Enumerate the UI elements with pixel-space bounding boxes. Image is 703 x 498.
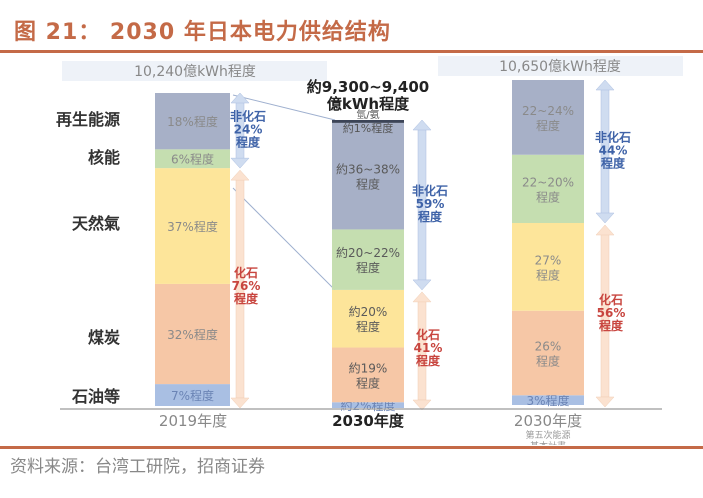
non-fossil-arrow-head [412,279,432,291]
segment-label: 約1%程度 [343,121,393,135]
fossil-annotation: 76% [232,279,261,293]
segment-label: 22~20% [522,175,574,189]
fossil-annotation: 化石 [599,292,623,307]
segment-label: 約20~22% [336,245,400,260]
segment-label: 程度 [356,319,380,334]
non-fossil-annotation: 非化石 [595,130,631,145]
x-tick-sublabel: 第五次能源 [525,429,570,441]
fossil-annotation: 化石 [416,327,440,342]
segment-label: 32%程度 [167,327,218,342]
non-fossil-arrow-head [230,157,250,169]
segment-label: 程度 [356,375,380,390]
fossil-arrow-head [412,291,432,303]
segment-label: 約20% [349,304,388,319]
segment-label: 約36~38% [336,162,400,177]
segment-label: 氫/氨 [356,108,379,121]
non-fossil-annotation: 59% [416,197,445,211]
non-fossil-arrow-head [595,212,615,224]
bar-segment-nuclear [155,149,230,169]
non-fossil-arrow-head [595,79,615,91]
segment-label: 27% [535,253,562,267]
x-tick-sublabel: 基本計畫 [530,440,566,445]
bar-segment-gas [155,168,230,284]
segment-label: 程度 [536,118,560,133]
x-tick-label: 2030年度 [332,412,405,430]
legend-row-label: 核能 [88,148,120,167]
total-label: 10,240億kWh程度 [134,64,256,80]
total-box [438,56,683,76]
fossil-arrow-head [595,224,615,236]
segment-label: 18%程度 [167,114,218,129]
title-divider [0,50,703,53]
source-divider [0,446,703,449]
segment-label: 22~24% [522,104,574,118]
figure-title: 图 21： 2030 年日本电力供给结构 [14,20,391,45]
fossil-annotation: 41% [414,341,443,355]
segment-label: 37%程度 [167,219,218,234]
segment-label: 程度 [536,354,560,369]
non-fossil-arrow-head [412,119,432,131]
non-fossil-annotation: 程度 [418,209,443,224]
legend-row-label: 煤炭 [88,328,120,347]
fossil-annotation: 56% [597,306,626,320]
bar-segment-coal [332,347,404,403]
bar-segment-gas [332,289,404,348]
total-label: 10,650億kWh程度 [499,59,621,75]
connector-line [232,187,336,291]
non-fossil-annotation: 非化石 [412,183,448,198]
non-fossil-annotation: 程度 [236,135,261,150]
bar-segment-oil [512,395,584,405]
fossil-arrow-head [230,169,250,181]
bar-segment-renewable [155,93,230,150]
non-fossil-annotation: 程度 [601,156,626,171]
segment-label: 程度 [536,189,560,204]
segment-label: 6%程度 [171,152,214,167]
segment-label: 約19% [349,360,388,375]
fossil-arrow-head [230,397,250,409]
bar-segment-hydrogen [332,120,404,123]
bar-segment-renewable [332,122,404,230]
x-tick-label: 2030年度 [514,412,582,430]
legend-row-label: 天然氣 [72,214,120,233]
x-tick-label: 2019年度 [159,412,227,430]
bar-segment-renewable [512,80,584,155]
bar-segment-oil [155,384,230,406]
total-label: 約9,300~9,400 [307,78,429,96]
fossil-annotation: 程度 [234,291,259,306]
total-label: 億kWh程度 [327,95,410,113]
bar-segment-coal [155,283,230,385]
segment-label: 26% [535,340,562,354]
fossil-arrow-head [412,399,432,411]
bar-segment-gas [512,223,584,311]
bar-segment-coal [512,310,584,396]
fossil-arrow-head [595,396,615,408]
total-box [62,61,327,81]
segment-label: 程度 [536,267,560,282]
legend-row-label: 石油等 [71,387,120,406]
non-fossil-annotation: 非化石 [230,109,266,124]
fossil-annotation: 程度 [416,353,441,368]
non-fossil-annotation: 24% [234,123,263,137]
source-note: 资料来源：台湾工研院，招商证券 [10,457,265,477]
non-fossil-annotation: 44% [599,144,628,158]
fossil-annotation: 化石 [234,265,258,280]
segment-label: 7%程度 [171,388,214,403]
segment-label: 3%程度 [526,393,569,408]
bar-segment-nuclear [512,154,584,223]
segment-label: 程度 [356,177,380,192]
non-fossil-arrow-head [230,92,250,104]
legend-row-label: 再生能源 [56,110,120,129]
bar-segment-nuclear [332,229,404,290]
segment-label: 程度 [356,260,380,275]
connector-line [232,94,336,121]
bar-segment-oil [332,402,404,408]
fossil-annotation: 程度 [599,318,624,333]
